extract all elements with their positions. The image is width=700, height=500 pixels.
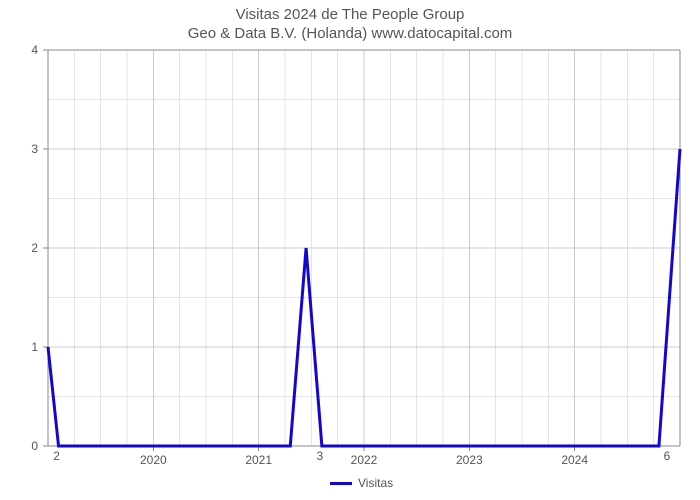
x-tick-label: 2020: [140, 453, 167, 467]
legend-label: Visitas: [358, 476, 393, 490]
legend: Visitas: [330, 476, 393, 490]
y-tick-label: 1: [31, 340, 38, 354]
y-tick-label: 4: [31, 43, 38, 57]
x-tick-label: 2023: [456, 453, 483, 467]
chart-title: Visitas 2024 de The People Group: [0, 0, 700, 25]
legend-swatch: [330, 482, 352, 485]
data-point-label: 6: [664, 449, 671, 463]
chart-subtitle: Geo & Data B.V. (Holanda) www.datocapita…: [0, 25, 700, 44]
y-tick-label: 0: [31, 439, 38, 453]
data-point-label: 3: [317, 449, 324, 463]
x-tick-label: 2024: [561, 453, 588, 467]
x-tick-label: 2021: [245, 453, 272, 467]
chart-container: Visitas 2024 de The People Group Geo & D…: [0, 0, 700, 500]
data-point-label: 2: [53, 449, 60, 463]
y-tick-label: 2: [31, 241, 38, 255]
plot-area: 2020202120222023202401234236: [48, 50, 680, 446]
x-tick-label: 2022: [351, 453, 378, 467]
y-tick-label: 3: [31, 142, 38, 156]
